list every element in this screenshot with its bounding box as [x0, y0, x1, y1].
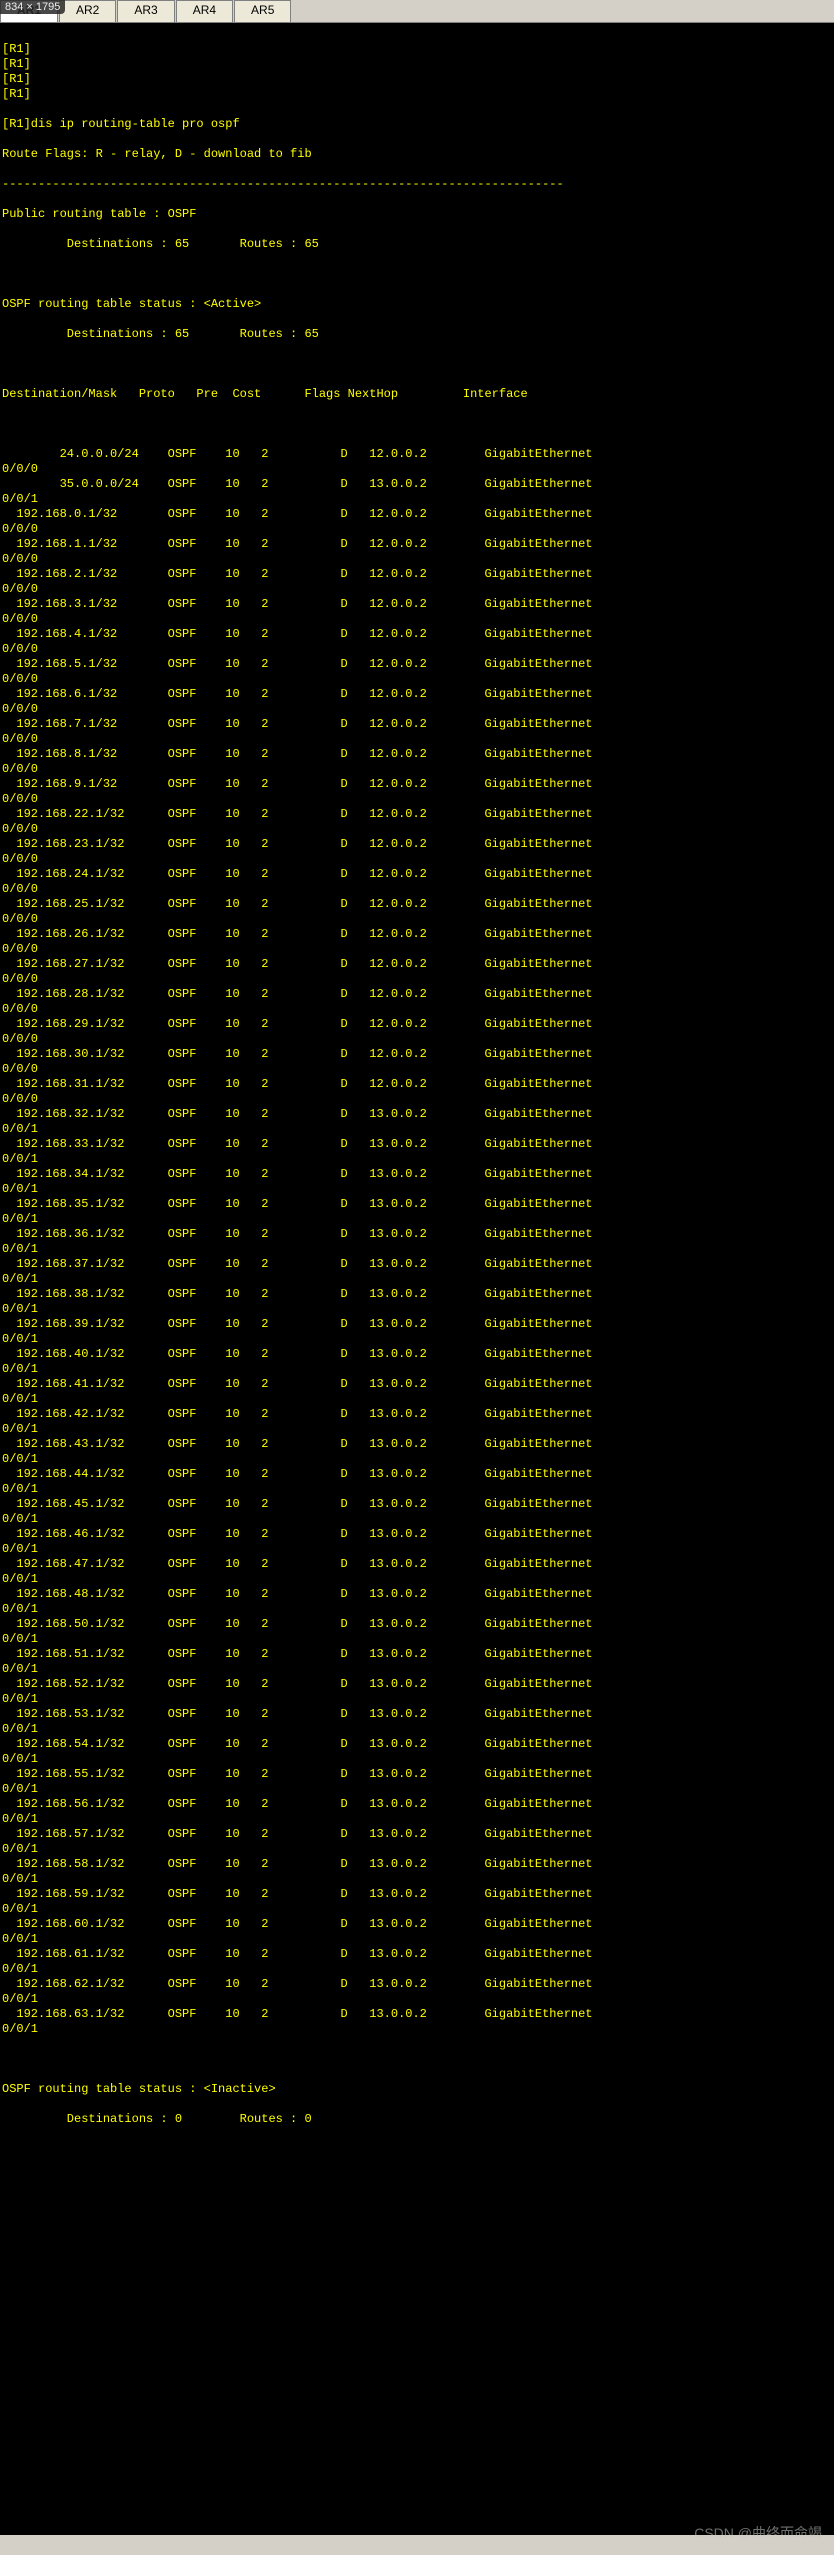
- prompt-lines: [R1] [R1] [R1] [R1]: [2, 42, 826, 102]
- active-status-header: OSPF routing table status : <Active>: [2, 297, 826, 312]
- tab-bar: AR1 AR2 AR3 AR4 AR5: [0, 0, 834, 23]
- route-flags-legend: Route Flags: R - relay, D - download to …: [2, 147, 826, 162]
- tab-ar3[interactable]: AR3: [117, 0, 174, 22]
- dimension-badge: 834 × 1795: [0, 0, 65, 14]
- blank: [2, 2052, 826, 2067]
- blank: [2, 357, 826, 372]
- tab-ar4[interactable]: AR4: [176, 0, 233, 22]
- tab-ar5[interactable]: AR5: [234, 0, 291, 22]
- public-table-counts: Destinations : 65 Routes : 65: [2, 237, 826, 252]
- inactive-status-header: OSPF routing table status : <Inactive>: [2, 2082, 826, 2097]
- blank: [2, 267, 826, 282]
- terminal-output[interactable]: [R1] [R1] [R1] [R1] [R1]dis ip routing-t…: [0, 23, 834, 2535]
- command-line: [R1]dis ip routing-table pro ospf: [2, 117, 826, 132]
- hr: ----------------------------------------…: [2, 177, 826, 192]
- blank: [2, 417, 826, 432]
- column-header: Destination/Mask Proto Pre Cost Flags Ne…: [2, 387, 826, 402]
- public-table-header: Public routing table : OSPF: [2, 207, 826, 222]
- tab-ar2[interactable]: AR2: [59, 0, 116, 22]
- watermark: CSDN @曲终而命竭: [694, 2523, 822, 2543]
- route-rows: 24.0.0.0/24 OSPF 10 2 D 12.0.0.2 Gigabit…: [2, 447, 593, 2036]
- inactive-status-counts: Destinations : 0 Routes : 0: [2, 2112, 826, 2127]
- active-status-counts: Destinations : 65 Routes : 65: [2, 327, 826, 342]
